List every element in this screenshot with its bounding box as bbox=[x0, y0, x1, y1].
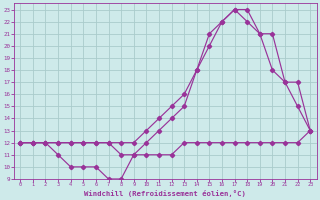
X-axis label: Windchill (Refroidissement éolien,°C): Windchill (Refroidissement éolien,°C) bbox=[84, 190, 246, 197]
